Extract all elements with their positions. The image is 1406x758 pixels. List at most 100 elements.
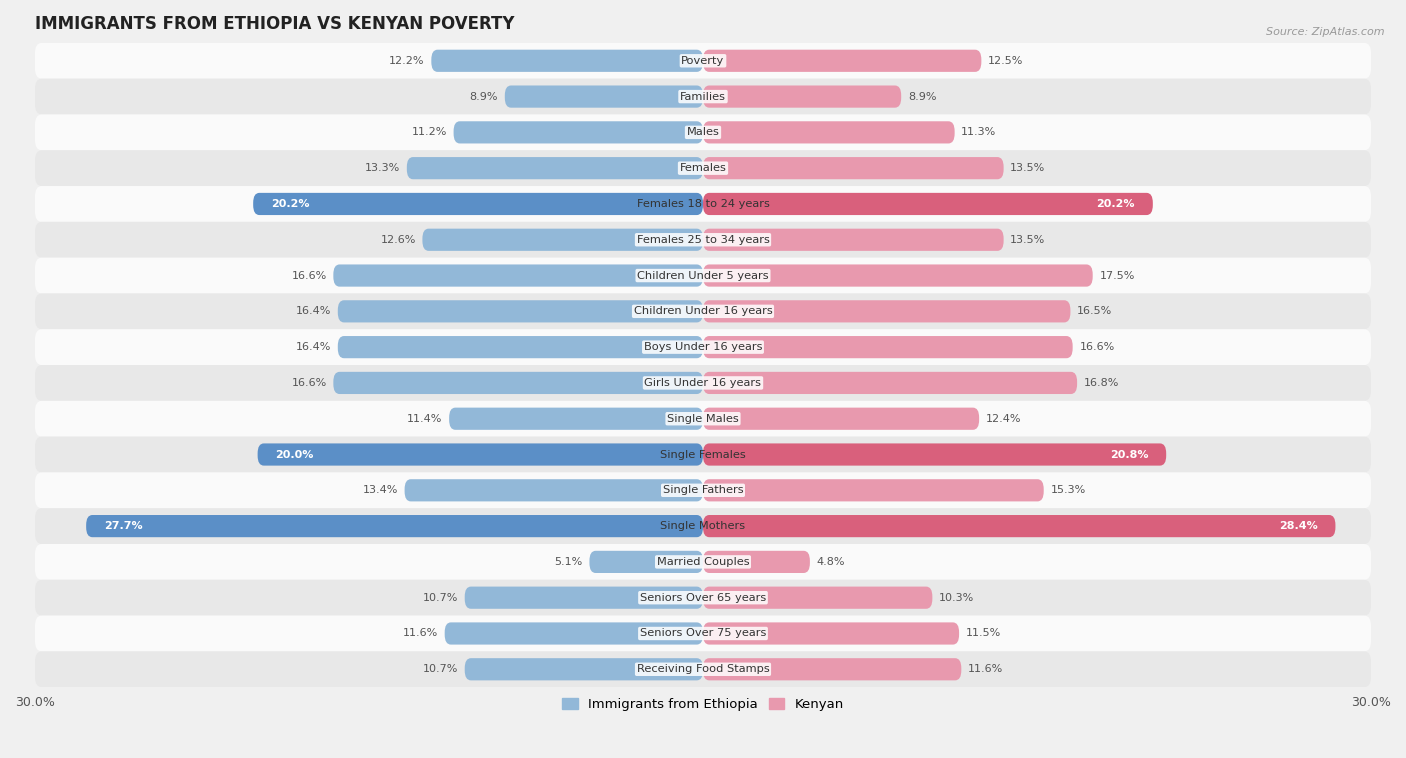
Text: 8.9%: 8.9% <box>908 92 936 102</box>
FancyBboxPatch shape <box>422 229 703 251</box>
Text: Girls Under 16 years: Girls Under 16 years <box>644 378 762 388</box>
FancyBboxPatch shape <box>35 258 1371 293</box>
Text: 16.4%: 16.4% <box>295 306 330 316</box>
FancyBboxPatch shape <box>703 193 1153 215</box>
FancyBboxPatch shape <box>333 372 703 394</box>
FancyBboxPatch shape <box>454 121 703 143</box>
Text: 4.8%: 4.8% <box>817 557 845 567</box>
Text: 16.6%: 16.6% <box>1080 342 1115 352</box>
Text: Children Under 16 years: Children Under 16 years <box>634 306 772 316</box>
FancyBboxPatch shape <box>703 479 1043 501</box>
FancyBboxPatch shape <box>35 472 1371 508</box>
Text: 13.3%: 13.3% <box>366 163 401 173</box>
Text: Families: Families <box>681 92 725 102</box>
FancyBboxPatch shape <box>703 658 962 681</box>
FancyBboxPatch shape <box>35 651 1371 688</box>
Text: 13.5%: 13.5% <box>1011 163 1046 173</box>
FancyBboxPatch shape <box>703 50 981 72</box>
FancyBboxPatch shape <box>465 658 703 681</box>
FancyBboxPatch shape <box>703 300 1070 322</box>
FancyBboxPatch shape <box>703 372 1077 394</box>
Text: Single Fathers: Single Fathers <box>662 485 744 495</box>
Text: IMMIGRANTS FROM ETHIOPIA VS KENYAN POVERTY: IMMIGRANTS FROM ETHIOPIA VS KENYAN POVER… <box>35 15 515 33</box>
Text: Females 25 to 34 years: Females 25 to 34 years <box>637 235 769 245</box>
FancyBboxPatch shape <box>35 79 1371 114</box>
FancyBboxPatch shape <box>35 329 1371 365</box>
Text: 11.6%: 11.6% <box>402 628 439 638</box>
Text: 13.4%: 13.4% <box>363 485 398 495</box>
Text: 11.4%: 11.4% <box>408 414 443 424</box>
Text: Receiving Food Stamps: Receiving Food Stamps <box>637 664 769 675</box>
FancyBboxPatch shape <box>703 157 1004 179</box>
FancyBboxPatch shape <box>35 222 1371 258</box>
FancyBboxPatch shape <box>253 193 703 215</box>
FancyBboxPatch shape <box>703 443 1166 465</box>
FancyBboxPatch shape <box>703 86 901 108</box>
FancyBboxPatch shape <box>35 365 1371 401</box>
Text: 20.2%: 20.2% <box>1097 199 1135 209</box>
Text: Poverty: Poverty <box>682 56 724 66</box>
FancyBboxPatch shape <box>337 300 703 322</box>
Text: 12.4%: 12.4% <box>986 414 1021 424</box>
FancyBboxPatch shape <box>406 157 703 179</box>
FancyBboxPatch shape <box>35 186 1371 222</box>
Text: 16.6%: 16.6% <box>291 378 326 388</box>
FancyBboxPatch shape <box>35 43 1371 79</box>
FancyBboxPatch shape <box>337 336 703 359</box>
FancyBboxPatch shape <box>703 408 979 430</box>
Text: 10.7%: 10.7% <box>423 593 458 603</box>
Text: 16.6%: 16.6% <box>291 271 326 280</box>
Text: 17.5%: 17.5% <box>1099 271 1135 280</box>
Text: 27.7%: 27.7% <box>104 521 142 531</box>
Text: 12.2%: 12.2% <box>389 56 425 66</box>
Text: Males: Males <box>686 127 720 137</box>
Text: 12.5%: 12.5% <box>988 56 1024 66</box>
Text: 10.3%: 10.3% <box>939 593 974 603</box>
FancyBboxPatch shape <box>449 408 703 430</box>
Text: Seniors Over 65 years: Seniors Over 65 years <box>640 593 766 603</box>
Text: Single Females: Single Females <box>661 449 745 459</box>
FancyBboxPatch shape <box>35 293 1371 329</box>
Text: 11.5%: 11.5% <box>966 628 1001 638</box>
FancyBboxPatch shape <box>703 265 1092 287</box>
Text: 16.8%: 16.8% <box>1084 378 1119 388</box>
FancyBboxPatch shape <box>35 580 1371 615</box>
FancyBboxPatch shape <box>703 336 1073 359</box>
FancyBboxPatch shape <box>333 265 703 287</box>
FancyBboxPatch shape <box>35 508 1371 544</box>
Text: 28.4%: 28.4% <box>1279 521 1317 531</box>
Text: 15.3%: 15.3% <box>1050 485 1085 495</box>
Text: Females: Females <box>679 163 727 173</box>
FancyBboxPatch shape <box>35 615 1371 651</box>
FancyBboxPatch shape <box>703 622 959 644</box>
FancyBboxPatch shape <box>589 551 703 573</box>
Text: 20.0%: 20.0% <box>276 449 314 459</box>
FancyBboxPatch shape <box>35 114 1371 150</box>
FancyBboxPatch shape <box>35 401 1371 437</box>
FancyBboxPatch shape <box>405 479 703 501</box>
Text: Seniors Over 75 years: Seniors Over 75 years <box>640 628 766 638</box>
FancyBboxPatch shape <box>86 515 703 537</box>
Text: 20.8%: 20.8% <box>1109 449 1149 459</box>
Text: Single Males: Single Males <box>666 414 740 424</box>
Text: Females 18 to 24 years: Females 18 to 24 years <box>637 199 769 209</box>
FancyBboxPatch shape <box>703 551 810 573</box>
FancyBboxPatch shape <box>703 515 1336 537</box>
FancyBboxPatch shape <box>465 587 703 609</box>
Text: 16.4%: 16.4% <box>295 342 330 352</box>
FancyBboxPatch shape <box>35 437 1371 472</box>
FancyBboxPatch shape <box>703 587 932 609</box>
Text: 10.7%: 10.7% <box>423 664 458 675</box>
Text: 11.3%: 11.3% <box>962 127 997 137</box>
Text: 13.5%: 13.5% <box>1011 235 1046 245</box>
Text: 11.2%: 11.2% <box>412 127 447 137</box>
FancyBboxPatch shape <box>35 544 1371 580</box>
Text: Single Mothers: Single Mothers <box>661 521 745 531</box>
FancyBboxPatch shape <box>444 622 703 644</box>
Text: 5.1%: 5.1% <box>554 557 582 567</box>
Text: 11.6%: 11.6% <box>967 664 1004 675</box>
FancyBboxPatch shape <box>505 86 703 108</box>
FancyBboxPatch shape <box>432 50 703 72</box>
Legend: Immigrants from Ethiopia, Kenyan: Immigrants from Ethiopia, Kenyan <box>557 692 849 716</box>
Text: 16.5%: 16.5% <box>1077 306 1112 316</box>
